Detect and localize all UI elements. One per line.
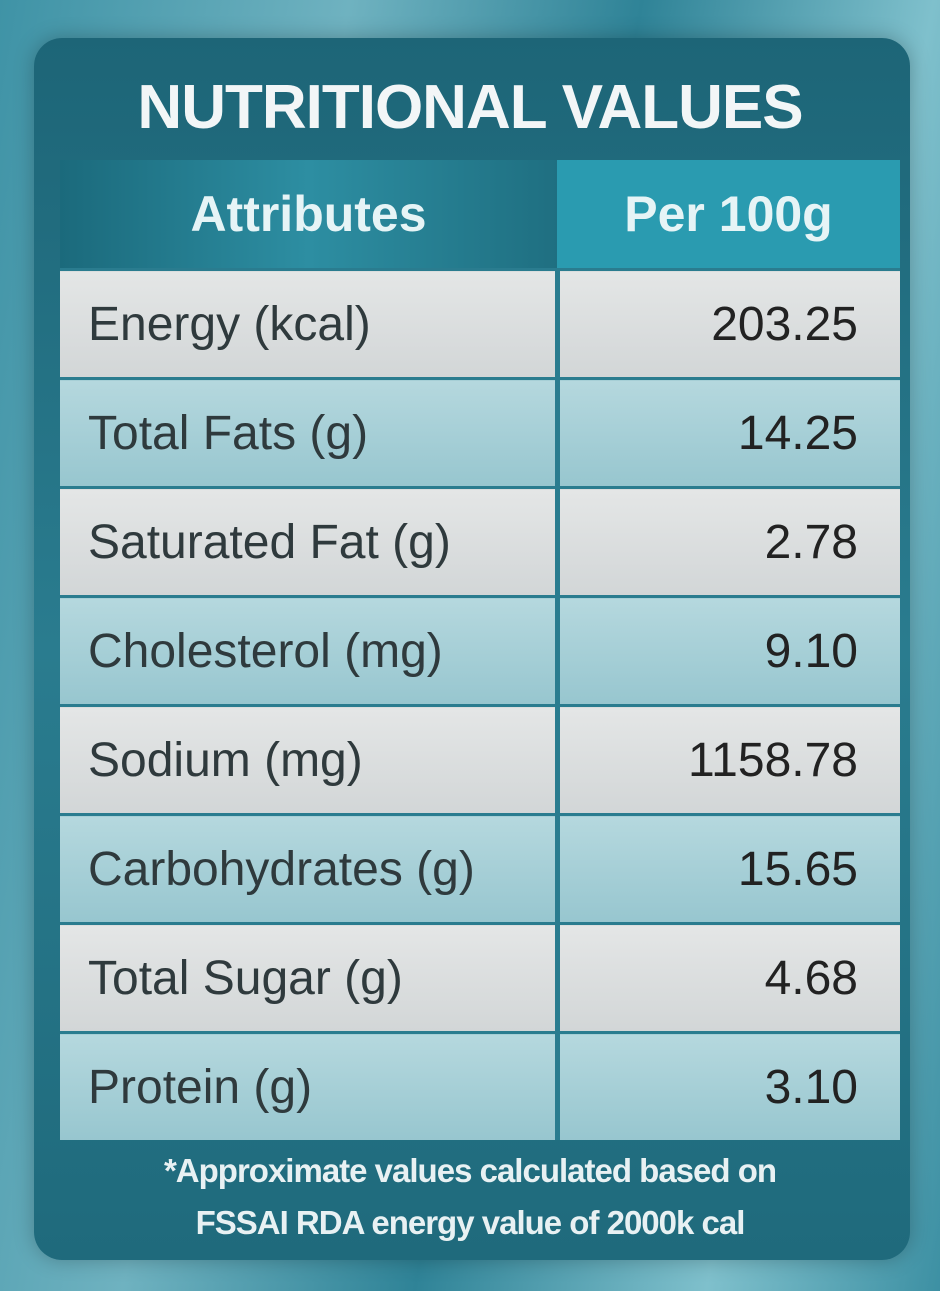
header-row: Attributes Per 100g <box>60 160 900 270</box>
attribute-cell: Total Sugar (g) <box>60 922 560 1033</box>
value-cell: 15.65 <box>557 813 900 924</box>
attribute-cell: Saturated Fat (g) <box>60 486 560 597</box>
table-row: Carbohydrates (g) 15.65 <box>60 813 900 924</box>
table-row: Sodium (mg) 1158.78 <box>60 704 900 815</box>
value-cell: 203.25 <box>557 268 900 379</box>
table-body: Energy (kcal) 203.25 Total Fats (g) 14.25 Sa… <box>60 268 900 1140</box>
nutrition-table: Attributes Per 100g Energy (kcal) 203.25 T… <box>60 160 900 1140</box>
table-row: Saturated Fat (g) 2.78 <box>60 486 900 597</box>
attribute-cell: Energy (kcal) <box>60 268 560 379</box>
value-cell: 14.25 <box>557 377 900 488</box>
column-header: Per 100g <box>557 160 900 270</box>
footnote-line: *Approximate values calculated based on <box>163 1152 777 1189</box>
attribute-cell: Total Fats (g) <box>60 377 560 488</box>
table-row: Total Fats (g) 14.25 <box>60 377 900 488</box>
column-header: Attributes <box>60 160 557 270</box>
value-cell: 2.78 <box>557 486 900 597</box>
footnote: *Approximate values calculated based on F… <box>0 1145 940 1249</box>
attribute-cell: Cholesterol (mg) <box>60 595 560 706</box>
table-row: Energy (kcal) 203.25 <box>60 268 900 379</box>
value-cell: 1158.78 <box>557 704 900 815</box>
attribute-cell: Sodium (mg) <box>60 704 560 815</box>
value-cell: 9.10 <box>557 595 900 706</box>
footnote-line: FSSAI RDA energy value of 2000k cal <box>195 1204 746 1241</box>
table-row: Protein (g) 3.10 <box>60 1031 900 1140</box>
table-row: Total Sugar (g) 4.68 <box>60 922 900 1033</box>
value-cell: 4.68 <box>557 922 900 1033</box>
title: NUTRITIONAL VALUES <box>137 73 803 142</box>
value-cell: 3.10 <box>557 1031 900 1140</box>
attribute-cell: Carbohydrates (g) <box>60 813 560 924</box>
attribute-cell: Protein (g) <box>60 1031 560 1140</box>
table-row: Cholesterol (mg) 9.10 <box>60 595 900 706</box>
